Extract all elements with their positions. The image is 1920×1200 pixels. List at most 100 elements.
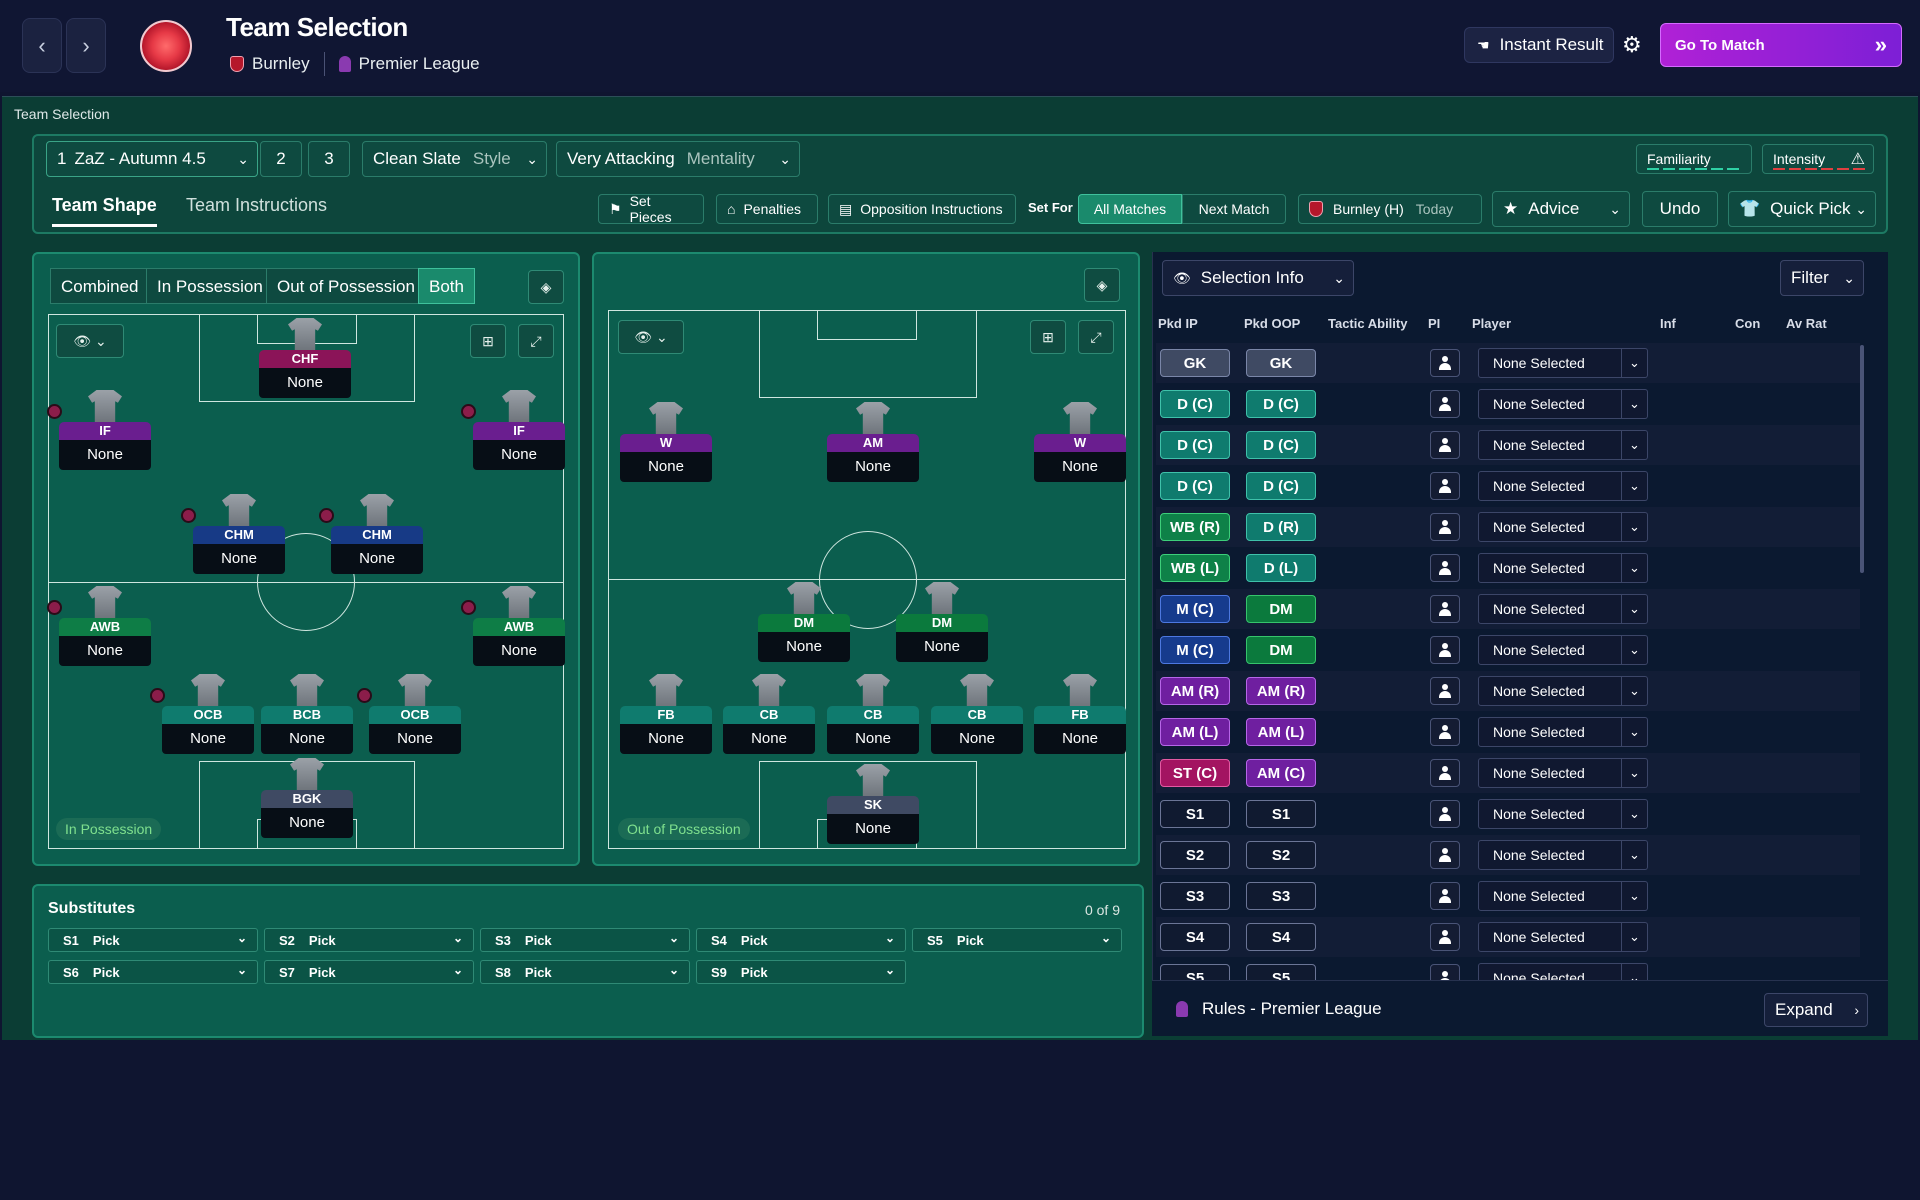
table-scrollbar[interactable] — [1860, 345, 1864, 573]
chevron-down-icon[interactable]: ⌄ — [1622, 758, 1648, 788]
chevron-down-icon[interactable]: ⌄ — [1622, 717, 1648, 747]
player-slot-bgk[interactable]: BGK None — [261, 758, 353, 838]
player-select[interactable]: None Selected — [1478, 348, 1622, 378]
player-instructions-button[interactable] — [1430, 923, 1460, 951]
col-inf[interactable]: Inf — [1660, 316, 1676, 331]
player-slot-bcb[interactable]: BCB None — [261, 674, 353, 754]
player-select[interactable]: None Selected — [1478, 553, 1622, 583]
pkd-oop-badge[interactable]: D (C) — [1246, 390, 1316, 418]
chevron-down-icon[interactable]: ⌄ — [1622, 963, 1648, 980]
player-slot-w[interactable]: W None — [620, 402, 712, 482]
advice-dropdown[interactable]: ★ Advice ⌄ — [1492, 191, 1630, 227]
style-dropdown[interactable]: Clean Slate Style ⌄ — [362, 141, 547, 177]
both-toggle[interactable]: Both — [418, 268, 475, 304]
player-slot-chf[interactable]: CHF None — [259, 318, 351, 398]
player-select[interactable]: None Selected — [1478, 963, 1622, 980]
all-matches-toggle[interactable]: All Matches — [1078, 194, 1182, 224]
chevron-down-icon[interactable]: ⌄ — [1622, 553, 1648, 583]
player-instructions-button[interactable] — [1430, 636, 1460, 664]
player-slot-w[interactable]: W None — [1034, 402, 1126, 482]
col-player[interactable]: Player — [1472, 316, 1512, 331]
visibility-dropdown[interactable]: 👁 ⌄ — [618, 320, 684, 354]
player-select[interactable]: None Selected — [1478, 430, 1622, 460]
col-av-rat[interactable]: Av Rat — [1786, 316, 1827, 331]
go-to-match-button[interactable]: Go To Match » — [1660, 23, 1902, 67]
pkd-oop-badge[interactable]: DM — [1246, 636, 1316, 664]
chevron-down-icon[interactable]: ⌄ — [1622, 635, 1648, 665]
chevron-down-icon[interactable]: ⌄ — [1622, 881, 1648, 911]
player-slot-chm[interactable]: CHM None — [331, 494, 423, 574]
league-link[interactable]: Premier League — [358, 54, 480, 73]
penalties-button[interactable]: ⌂ Penalties — [716, 194, 818, 224]
pkd-ip-badge[interactable]: GK — [1160, 349, 1230, 377]
out-of-possession-toggle[interactable]: Out of Possession — [266, 268, 426, 304]
expand-icon[interactable]: ⤢ — [518, 324, 554, 358]
gear-icon[interactable]: ⚙ — [1622, 32, 1642, 57]
chevron-down-icon[interactable]: ⌄ — [1622, 430, 1648, 460]
chevron-down-icon[interactable]: ⌄ — [1622, 389, 1648, 419]
back-button[interactable]: ‹ — [22, 18, 62, 73]
set-pieces-button[interactable]: ⚑ Set Pieces — [598, 193, 704, 225]
player-select[interactable]: None Selected — [1478, 471, 1622, 501]
col-tactic-ability[interactable]: Tactic Ability — [1328, 316, 1408, 331]
tab-team-shape[interactable]: Team Shape — [52, 195, 157, 227]
pkd-oop-badge[interactable]: D (C) — [1246, 431, 1316, 459]
chevron-down-icon[interactable]: ⌄ — [1622, 676, 1648, 706]
player-slot-cb[interactable]: CB None — [827, 674, 919, 754]
grid-icon[interactable]: ⊞ — [1030, 320, 1066, 354]
pkd-oop-badge[interactable]: AM (R) — [1246, 677, 1316, 705]
player-instructions-button[interactable] — [1430, 841, 1460, 869]
chevron-down-icon[interactable]: ⌄ — [1622, 799, 1648, 829]
player-slot-cb[interactable]: CB None — [931, 674, 1023, 754]
col-con[interactable]: Con — [1735, 316, 1761, 331]
pkd-ip-badge[interactable]: S1 — [1160, 800, 1230, 828]
chevron-down-icon[interactable]: ⌄ — [1622, 512, 1648, 542]
player-select[interactable]: None Selected — [1478, 676, 1622, 706]
pkd-ip-badge[interactable]: D (C) — [1160, 431, 1230, 459]
player-select[interactable]: None Selected — [1478, 881, 1622, 911]
pkd-oop-badge[interactable]: S4 — [1246, 923, 1316, 951]
grid-icon[interactable]: ⊞ — [470, 324, 506, 358]
player-select[interactable]: None Selected — [1478, 512, 1622, 542]
pkd-oop-badge[interactable]: S1 — [1246, 800, 1316, 828]
player-slot-ocb[interactable]: OCB None — [369, 674, 461, 754]
pkd-ip-badge[interactable]: WB (R) — [1160, 513, 1230, 541]
player-select[interactable]: None Selected — [1478, 758, 1622, 788]
player-instructions-button[interactable] — [1430, 349, 1460, 377]
forward-button[interactable]: › — [66, 18, 106, 73]
pkd-ip-badge[interactable]: M (C) — [1160, 636, 1230, 664]
player-slot-sk[interactable]: SK None — [827, 764, 919, 844]
player-instructions-button[interactable] — [1430, 677, 1460, 705]
pkd-oop-badge[interactable]: GK — [1246, 349, 1316, 377]
substitute-slot-s1[interactable]: S1 Pick ⌄ — [48, 928, 258, 952]
pkd-ip-badge[interactable]: M (C) — [1160, 595, 1230, 623]
player-slot-ocb[interactable]: OCB None — [162, 674, 254, 754]
substitute-slot-s2[interactable]: S2 Pick ⌄ — [264, 928, 474, 952]
player-select[interactable]: None Selected — [1478, 594, 1622, 624]
player-slot-awb[interactable]: AWB None — [59, 586, 151, 666]
pkd-oop-badge[interactable]: D (C) — [1246, 472, 1316, 500]
player-instructions-button[interactable] — [1430, 759, 1460, 787]
next-match-toggle[interactable]: Next Match — [1182, 194, 1286, 224]
pkd-ip-badge[interactable]: D (C) — [1160, 390, 1230, 418]
col-pkd-oop[interactable]: Pkd OOP — [1244, 316, 1301, 331]
familiarity-meter[interactable]: Familiarity — [1636, 144, 1752, 174]
player-instructions-button[interactable] — [1430, 431, 1460, 459]
substitute-slot-s3[interactable]: S3 Pick ⌄ — [480, 928, 690, 952]
pkd-ip-badge[interactable]: WB (L) — [1160, 554, 1230, 582]
player-slot-cb[interactable]: CB None — [723, 674, 815, 754]
combined-toggle[interactable]: Combined — [50, 268, 150, 304]
col-pkd-ip[interactable]: Pkd IP — [1158, 316, 1198, 331]
substitute-slot-s9[interactable]: S9 Pick ⌄ — [696, 960, 906, 984]
instant-result-button[interactable]: ☚ Instant Result — [1464, 27, 1614, 63]
player-instructions-button[interactable] — [1430, 513, 1460, 541]
rules-link[interactable]: Rules - Premier League — [1202, 999, 1382, 1018]
pkd-ip-badge[interactable]: D (C) — [1160, 472, 1230, 500]
pkd-ip-badge[interactable]: S4 — [1160, 923, 1230, 951]
player-slot-if[interactable]: IF None — [473, 390, 565, 470]
pkd-oop-badge[interactable]: AM (C) — [1246, 759, 1316, 787]
player-select[interactable]: None Selected — [1478, 799, 1622, 829]
expand-button[interactable]: Expand › — [1764, 993, 1868, 1027]
pkd-ip-badge[interactable]: AM (R) — [1160, 677, 1230, 705]
pkd-oop-badge[interactable]: DM — [1246, 595, 1316, 623]
